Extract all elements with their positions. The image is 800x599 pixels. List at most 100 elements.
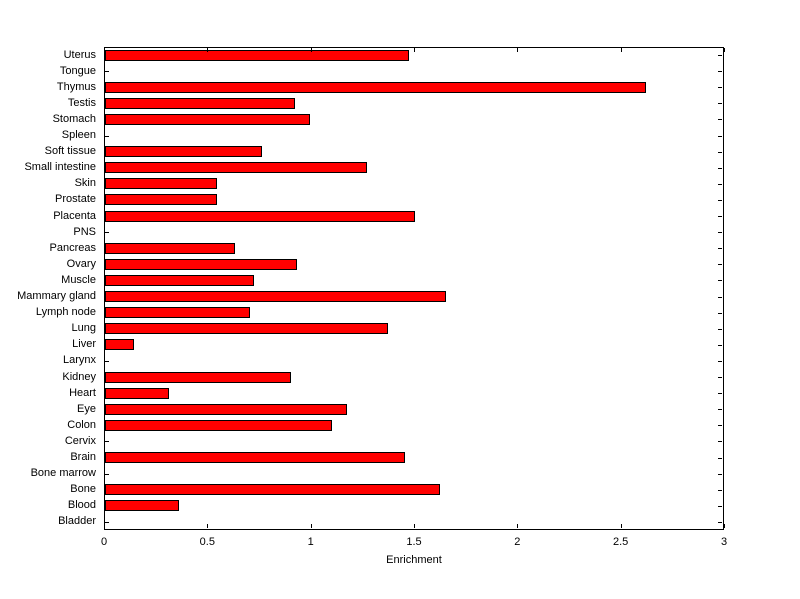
y-tick-mark-right [718, 425, 722, 426]
bar [105, 194, 217, 206]
y-tick-label: Heart [69, 386, 96, 399]
y-tick-mark-left [105, 474, 109, 475]
y-tick-mark-right [718, 329, 722, 330]
bar [105, 162, 368, 174]
x-tick-label: 0.5 [199, 536, 215, 548]
y-tick-mark-right [718, 264, 722, 265]
bar [105, 146, 263, 158]
y-tick-label: Small intestine [24, 161, 96, 174]
y-tick-mark-right [718, 377, 722, 378]
plot-area [104, 47, 724, 530]
bar [105, 274, 254, 286]
x-tick-label: 1 [307, 536, 314, 548]
y-tick-mark-left [105, 71, 109, 72]
y-tick-label: Bone [70, 483, 96, 496]
bar [105, 210, 415, 222]
x-tick-label: 2.5 [613, 536, 629, 548]
y-tick-label: Lymph node [35, 306, 96, 319]
bar [105, 371, 291, 383]
x-tick-label: 1.5 [406, 536, 422, 548]
x-tick-mark-top [517, 48, 518, 52]
y-tick-mark-right [718, 248, 722, 249]
y-tick-label: Uterus [63, 48, 96, 61]
y-tick-label: Bone marrow [30, 467, 96, 480]
x-tick-mark-top [621, 48, 622, 52]
x-tick-mark-top [311, 48, 312, 52]
y-tick-label: Ovary [66, 257, 96, 270]
y-tick-mark-right [718, 87, 722, 88]
y-tick-label: Brain [70, 451, 96, 464]
y-tick-label: Liver [72, 338, 96, 351]
x-tick-mark-bottom [621, 524, 622, 528]
y-tick-mark-right [718, 522, 722, 523]
bar [105, 419, 333, 431]
y-tick-mark-right [718, 168, 722, 169]
y-tick-label: Colon [67, 418, 96, 431]
y-tick-mark-left [105, 136, 109, 137]
x-tick-mark-bottom [517, 524, 518, 528]
y-tick-label: Cervix [64, 434, 96, 447]
y-tick-label: PNS [73, 225, 96, 238]
x-tick-mark-bottom [104, 524, 105, 528]
y-tick-mark-right [718, 506, 722, 507]
bar [105, 81, 647, 93]
y-tick-label: Soft tissue [44, 145, 96, 158]
x-tick-mark-top [414, 48, 415, 52]
y-tick-mark-left [105, 441, 109, 442]
bar [105, 258, 298, 270]
y-tick-mark-right [718, 490, 722, 491]
y-tick-mark-right [718, 184, 722, 185]
y-tick-mark-right [718, 216, 722, 217]
bar [105, 323, 389, 335]
y-tick-mark-right [718, 280, 722, 281]
bar [105, 500, 180, 512]
y-tick-mark-right [718, 200, 722, 201]
y-tick-mark-right [718, 119, 722, 120]
y-tick-label: Thymus [56, 80, 96, 93]
y-tick-label: Lung [71, 322, 96, 335]
bar [105, 452, 405, 464]
y-tick-label: Testis [67, 96, 96, 109]
x-tick-mark-top [207, 48, 208, 52]
bar [105, 484, 440, 496]
y-tick-mark-right [718, 103, 722, 104]
y-tick-label: Eye [77, 402, 96, 415]
y-tick-label: Stomach [52, 112, 96, 125]
x-tick-mark-bottom [724, 524, 725, 528]
x-tick-label: 0 [100, 536, 108, 548]
x-tick-label: 2 [514, 536, 521, 548]
y-tick-mark-right [718, 297, 722, 298]
bar [105, 339, 134, 351]
y-tick-label: Bladder [58, 515, 96, 528]
y-tick-label: Skin [74, 177, 96, 190]
y-tick-label: Tongue [59, 64, 96, 77]
y-tick-mark-right [718, 345, 722, 346]
y-tick-mark-right [718, 361, 722, 362]
bar [105, 387, 170, 399]
y-tick-label: Mammary gland [17, 290, 96, 303]
x-axis-label: Enrichment [386, 554, 442, 566]
y-tick-label: Blood [67, 499, 96, 512]
x-tick-mark-bottom [414, 524, 415, 528]
y-tick-label: Prostate [55, 193, 96, 206]
bar [105, 49, 409, 61]
y-tick-mark-right [718, 232, 722, 233]
y-tick-mark-right [718, 55, 722, 56]
y-tick-mark-left [105, 522, 109, 523]
y-tick-label: Spleen [61, 129, 96, 142]
y-tick-label: Muscle [61, 273, 96, 286]
x-tick-mark-top [104, 48, 105, 52]
y-tick-label: Larynx [62, 354, 96, 367]
x-tick-mark-bottom [207, 524, 208, 528]
y-tick-mark-right [718, 71, 722, 72]
y-tick-mark-left [105, 361, 109, 362]
y-tick-mark-left [105, 232, 109, 233]
y-tick-label: Pancreas [49, 241, 96, 254]
bar [105, 178, 217, 190]
y-tick-mark-right [718, 458, 722, 459]
y-tick-label: Placenta [53, 209, 96, 222]
bar [105, 403, 347, 415]
bar [105, 242, 236, 254]
y-tick-mark-right [718, 441, 722, 442]
bar [105, 113, 310, 125]
